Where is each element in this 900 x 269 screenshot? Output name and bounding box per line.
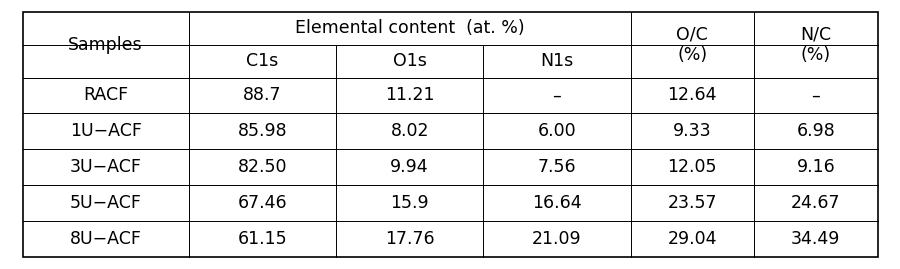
- Text: 17.76: 17.76: [385, 230, 435, 248]
- Text: 29.04: 29.04: [668, 230, 717, 248]
- Text: O/C
(%): O/C (%): [677, 26, 708, 64]
- Text: 16.64: 16.64: [532, 194, 581, 212]
- Text: 6.00: 6.00: [537, 122, 576, 140]
- Text: 88.7: 88.7: [243, 86, 282, 104]
- Text: 9.16: 9.16: [796, 158, 835, 176]
- Text: 21.09: 21.09: [532, 230, 581, 248]
- Text: 82.50: 82.50: [238, 158, 287, 176]
- Text: 11.21: 11.21: [385, 86, 435, 104]
- Text: –: –: [553, 86, 562, 104]
- Text: 24.67: 24.67: [791, 194, 841, 212]
- Text: 67.46: 67.46: [238, 194, 287, 212]
- Text: 1U−ACF: 1U−ACF: [69, 122, 141, 140]
- Text: Elemental content  (at. %): Elemental content (at. %): [295, 19, 525, 37]
- Text: 23.57: 23.57: [668, 194, 717, 212]
- Text: 8U−ACF: 8U−ACF: [69, 230, 141, 248]
- Text: 61.15: 61.15: [238, 230, 287, 248]
- Text: N1s: N1s: [540, 52, 573, 70]
- Text: N/C
(%): N/C (%): [800, 26, 832, 64]
- Text: 5U−ACF: 5U−ACF: [69, 194, 141, 212]
- Text: RACF: RACF: [83, 86, 128, 104]
- Text: C1s: C1s: [247, 52, 278, 70]
- Text: 15.9: 15.9: [391, 194, 429, 212]
- Text: –: –: [812, 86, 820, 104]
- Text: 34.49: 34.49: [791, 230, 841, 248]
- Text: 7.56: 7.56: [537, 158, 576, 176]
- Text: 85.98: 85.98: [238, 122, 287, 140]
- Text: 12.05: 12.05: [668, 158, 717, 176]
- Text: 6.98: 6.98: [796, 122, 835, 140]
- Text: 3U−ACF: 3U−ACF: [69, 158, 141, 176]
- Text: Samples: Samples: [68, 36, 143, 54]
- Text: O1s: O1s: [392, 52, 427, 70]
- Text: 9.94: 9.94: [391, 158, 429, 176]
- Text: 9.33: 9.33: [673, 122, 712, 140]
- Text: 8.02: 8.02: [391, 122, 429, 140]
- Text: 12.64: 12.64: [668, 86, 717, 104]
